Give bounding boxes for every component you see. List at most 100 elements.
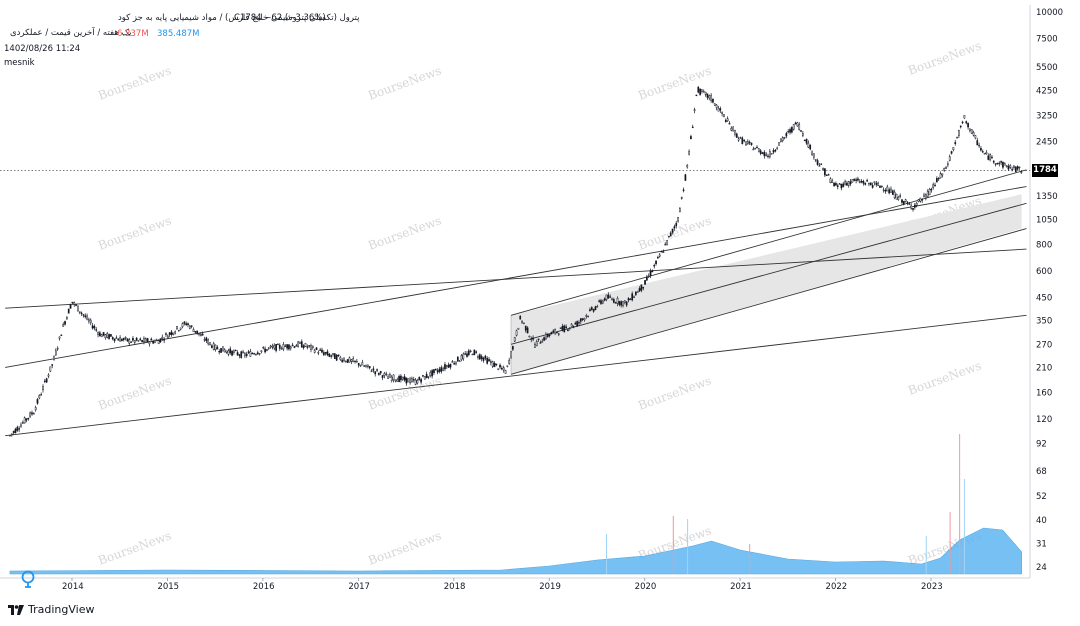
candle-body xyxy=(976,140,979,146)
price-axis-label: 120 xyxy=(1036,415,1052,425)
candle-body xyxy=(233,350,235,353)
candle-body xyxy=(126,338,129,342)
candle-body xyxy=(12,431,15,433)
candle-body xyxy=(216,347,219,350)
goto-date-button[interactable] xyxy=(18,569,38,589)
candle-body xyxy=(412,379,415,381)
candle-body xyxy=(612,299,615,303)
candle-body xyxy=(89,319,92,324)
candle-body xyxy=(475,351,478,353)
candle-body xyxy=(776,147,779,150)
candle-body xyxy=(963,115,966,119)
candle-body xyxy=(133,340,136,343)
candle-body xyxy=(88,319,90,322)
candle-body xyxy=(981,151,984,153)
tradingview-logo-icon xyxy=(8,604,24,615)
candle-body xyxy=(532,337,534,340)
candle-body xyxy=(893,191,896,199)
candle-body xyxy=(530,338,533,341)
candle-body xyxy=(497,368,500,370)
watermark: BourseNews xyxy=(366,528,443,567)
candle-body xyxy=(657,256,659,259)
price-quote: C1784 −62 (−3.36%) xyxy=(234,13,326,23)
candle-body xyxy=(594,306,597,310)
candle-body xyxy=(482,357,485,361)
price-axis-label: 450 xyxy=(1036,293,1052,303)
candle-body xyxy=(1005,165,1008,167)
candle-body xyxy=(319,349,322,351)
candle-body xyxy=(675,223,678,227)
candle-body xyxy=(649,270,652,276)
candle-body xyxy=(403,376,406,381)
candle-body xyxy=(36,399,39,404)
candle-body xyxy=(306,346,309,348)
candle-body xyxy=(576,321,578,327)
candle-body xyxy=(732,126,734,132)
candle-body xyxy=(884,190,887,192)
candle-body xyxy=(521,320,523,323)
candle-body xyxy=(356,361,358,363)
candle-body xyxy=(152,340,154,344)
candle-body xyxy=(363,365,366,367)
candle-body xyxy=(144,338,147,342)
candle-body xyxy=(420,379,422,383)
watermark: BourseNews xyxy=(906,38,983,77)
candle-body xyxy=(636,291,639,293)
candle-body xyxy=(1011,168,1013,171)
candle-body xyxy=(875,182,878,185)
candle-body xyxy=(71,301,74,304)
price-axis-label: 2450 xyxy=(1036,137,1058,147)
candle-body xyxy=(238,354,241,356)
candle-body xyxy=(860,181,863,183)
candle-body xyxy=(436,370,439,373)
candle-body xyxy=(1016,166,1019,170)
candle-body xyxy=(183,321,186,324)
candle-body xyxy=(293,346,296,348)
candle-body xyxy=(877,182,879,186)
candle-body xyxy=(622,301,624,306)
candle-body xyxy=(53,356,55,360)
candle-body xyxy=(908,203,911,205)
candle-body xyxy=(1018,166,1021,168)
candle-body xyxy=(425,373,428,379)
price-axis-label: 31 xyxy=(1036,539,1047,549)
watermark: BourseNews xyxy=(366,63,443,102)
price-axis-label: 600 xyxy=(1036,267,1052,277)
trend-line-4 xyxy=(510,228,1027,375)
candle-body xyxy=(774,150,777,152)
candle-body xyxy=(609,296,612,298)
candle-body xyxy=(871,185,874,188)
candle-body xyxy=(765,153,768,156)
candle-body xyxy=(207,339,210,345)
candle-body xyxy=(640,284,643,291)
candle-body xyxy=(317,351,320,354)
candle-body xyxy=(816,160,819,165)
candle-body xyxy=(58,336,61,339)
candle-body xyxy=(568,327,571,329)
candle-body xyxy=(882,189,885,191)
candle-body xyxy=(510,351,512,358)
candle-body xyxy=(978,144,980,147)
candle-body xyxy=(43,380,46,382)
candle-body xyxy=(904,199,907,202)
candle-body xyxy=(332,353,334,355)
candle-body xyxy=(578,322,580,324)
candle-body xyxy=(106,333,109,338)
candle-body xyxy=(95,329,98,331)
candle-body xyxy=(456,356,459,362)
candle-body xyxy=(664,243,667,246)
candle-body xyxy=(985,152,988,155)
candle-body xyxy=(952,147,955,151)
candle-body xyxy=(477,356,479,358)
candle-body xyxy=(104,334,107,338)
candle-body xyxy=(350,359,353,362)
candle-body xyxy=(256,352,259,355)
candle-body xyxy=(851,179,854,183)
candle-body xyxy=(93,326,96,329)
candle-body xyxy=(168,332,171,335)
candle-body xyxy=(300,341,303,348)
candle-body xyxy=(680,197,683,199)
candle-body xyxy=(38,395,41,399)
candle-body xyxy=(102,332,105,336)
